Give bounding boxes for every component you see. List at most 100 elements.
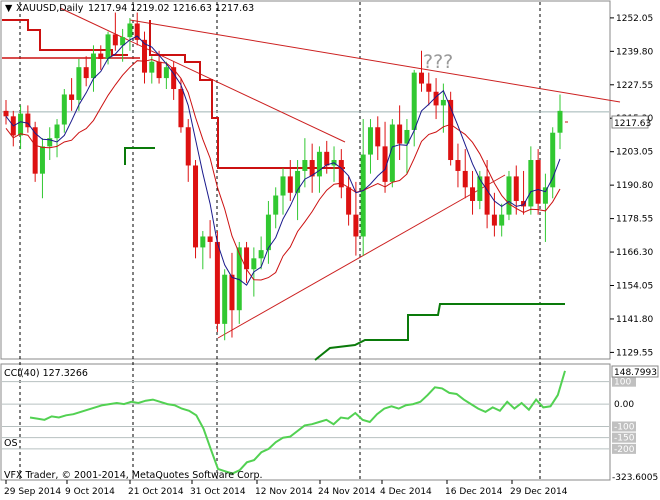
- candle-67[interactable]: [491, 192, 497, 237]
- candle-36[interactable]: [265, 200, 271, 264]
- candle-69[interactable]: [506, 170, 512, 221]
- candle-body-53: [389, 124, 395, 182]
- candle-body-9: [69, 94, 75, 100]
- candle-25[interactable]: [185, 119, 191, 182]
- candle-33[interactable]: [244, 241, 250, 283]
- candle-44[interactable]: [324, 140, 330, 174]
- candle-66[interactable]: [484, 160, 490, 229]
- candle-51[interactable]: [375, 116, 381, 161]
- candle-0[interactable]: [3, 99, 9, 125]
- candle-22[interactable]: [163, 61, 169, 90]
- candle-26[interactable]: [193, 160, 199, 259]
- candle-18[interactable]: [134, 12, 140, 46]
- resistance-step-lower: [149, 20, 345, 169]
- candle-body-31: [229, 274, 235, 311]
- candle-4[interactable]: [32, 121, 38, 182]
- candle-body-13: [98, 53, 104, 59]
- candle-body-51: [375, 127, 381, 147]
- candle-6[interactable]: [47, 127, 53, 161]
- candle-5[interactable]: [39, 138, 45, 199]
- candle-39[interactable]: [287, 160, 293, 201]
- candle-59[interactable]: [433, 78, 439, 120]
- candle-body-40: [295, 170, 301, 193]
- candle-9[interactable]: [69, 78, 75, 111]
- candle-55[interactable]: [404, 119, 410, 174]
- candle-54[interactable]: [397, 105, 403, 161]
- candle-72[interactable]: [528, 146, 534, 215]
- candle-24[interactable]: [178, 78, 184, 133]
- candle-74[interactable]: [542, 173, 548, 242]
- candle-38[interactable]: [280, 168, 286, 215]
- candle-7[interactable]: [54, 119, 60, 158]
- candle-11[interactable]: [83, 56, 89, 87]
- candle-47[interactable]: [346, 176, 352, 226]
- candle-3[interactable]: [25, 105, 31, 133]
- candle-19[interactable]: [142, 31, 147, 84]
- candle-73[interactable]: [535, 149, 541, 215]
- candle-37[interactable]: [273, 187, 279, 229]
- candle-32[interactable]: [236, 241, 242, 324]
- candle-61[interactable]: [448, 91, 454, 166]
- candle-body-41: [302, 160, 308, 171]
- candle-75[interactable]: [550, 127, 556, 199]
- candle-63[interactable]: [462, 149, 468, 199]
- candle-71[interactable]: [521, 170, 527, 215]
- candle-65[interactable]: [477, 170, 483, 210]
- candle-52[interactable]: [382, 121, 388, 193]
- candle-31[interactable]: [229, 252, 235, 338]
- candle-body-27: [200, 236, 206, 248]
- candle-body-47: [346, 187, 352, 215]
- candle-64[interactable]: [470, 170, 476, 215]
- candle-49[interactable]: [360, 119, 366, 256]
- candle-body-48: [353, 214, 359, 237]
- candle-body-0: [3, 110, 9, 117]
- candle-body-52: [382, 146, 388, 182]
- indicator-panel[interactable]: [0, 363, 611, 481]
- time-axis[interactable]: 29 Sep 2014 9 Oct 2014 21 Oct 2014 31 Oct 2…: [4, 480, 568, 497]
- candle-10[interactable]: [76, 58, 82, 111]
- candle-8[interactable]: [61, 89, 67, 133]
- cci-line: [29, 370, 566, 475]
- candle-body-26: [193, 165, 199, 248]
- candle-76[interactable]: [557, 94, 563, 150]
- candle-27[interactable]: [200, 231, 206, 270]
- time-tick-label-7: 16 Dec 2014: [445, 487, 503, 497]
- candle-12[interactable]: [90, 45, 96, 92]
- trend-line-down-short[interactable]: [59, 7, 346, 143]
- candle-53[interactable]: [389, 119, 395, 188]
- cci-label: CCI(40) 127.3266: [4, 368, 88, 379]
- candle-58[interactable]: [426, 72, 432, 106]
- candle-68[interactable]: [499, 203, 505, 237]
- candle-29[interactable]: [214, 231, 220, 333]
- candle-50[interactable]: [367, 119, 373, 174]
- cci-level-lines: 100 0.00 -100 -150-200: [2, 376, 636, 455]
- candle-42[interactable]: [309, 143, 315, 193]
- candle-20[interactable]: [149, 56, 155, 84]
- candle-23[interactable]: [171, 61, 177, 100]
- trend-line-up[interactable]: [217, 174, 506, 339]
- candle-43[interactable]: [316, 146, 322, 193]
- trend-line-down-long[interactable]: [129, 19, 621, 103]
- candle-body-62: [455, 160, 461, 171]
- candle-17[interactable]: [127, 18, 133, 51]
- candle-57[interactable]: [419, 50, 424, 92]
- ohlc-values: 1217.94 1219.02 1216.63 1217.63: [88, 3, 254, 14]
- candle-15[interactable]: [112, 12, 118, 51]
- candle-35[interactable]: [258, 236, 264, 270]
- candle-21[interactable]: [156, 50, 162, 84]
- candle-body-36: [265, 214, 271, 251]
- candle-48[interactable]: [353, 181, 359, 256]
- price-axis[interactable]: 1252.051239.801227.551215.301203.051190.…: [610, 14, 653, 359]
- candle-2[interactable]: [18, 105, 24, 150]
- candle-62[interactable]: [455, 143, 461, 188]
- price-tick-label-9: 1141.80: [616, 315, 653, 325]
- candle-28[interactable]: [207, 220, 213, 259]
- candle-46[interactable]: [338, 149, 344, 199]
- candle-30[interactable]: [222, 269, 228, 341]
- candle-body-46: [338, 160, 344, 188]
- candle-56[interactable]: [411, 69, 417, 147]
- candle-body-2: [18, 113, 24, 136]
- candle-13[interactable]: [98, 45, 104, 70]
- cci-level-label-2: -100: [614, 422, 635, 432]
